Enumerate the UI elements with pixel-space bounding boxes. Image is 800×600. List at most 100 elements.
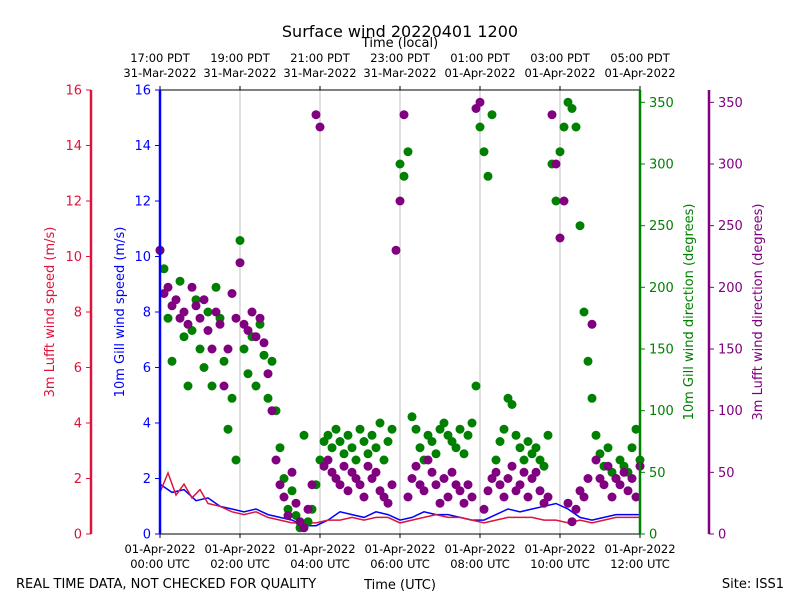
10m-gill-wind-direction-point: [531, 443, 541, 453]
gill-speed-tick-label: 6: [143, 361, 151, 376]
10m-gill-wind-direction-point: [163, 313, 173, 323]
3m-lufft-wind-direction-point: [179, 307, 189, 317]
x-tick-label-utc: 01-Apr-2022: [444, 542, 515, 556]
10m-gill-wind-direction-point: [359, 437, 369, 446]
10m-gill-wind-direction-point: [275, 443, 285, 453]
3m-lufft-wind-direction-point: [299, 523, 309, 533]
10m-gill-wind-direction-point: [235, 236, 245, 245]
lufft-dir-tick-label: 0: [718, 528, 726, 543]
3m-lufft-wind-direction-point: [219, 381, 229, 391]
3m-lufft-wind-direction-point: [251, 332, 261, 342]
3m-lufft-wind-direction-point: [559, 196, 569, 206]
10m-gill-wind-direction-point: [407, 412, 417, 422]
x-tick-label-utc: 01-Apr-2022: [124, 542, 195, 556]
10m-gill-wind-direction-point: [475, 122, 485, 132]
gill-speed-tick-label: 16: [134, 84, 151, 99]
10m-gill-wind-direction-point: [591, 430, 601, 440]
3m-lufft-wind-direction-point: [223, 344, 233, 354]
10m-gill-wind-direction-point: [511, 430, 521, 440]
3m-lufft-wind-direction-point: [255, 313, 265, 323]
lufft-dir-tick-label: 50: [718, 466, 735, 481]
10m-gill-wind-direction-point: [483, 171, 493, 181]
3m-lufft-wind-direction-point: [391, 245, 401, 255]
10m-gill-wind-direction-point: [579, 307, 589, 317]
3m-lufft-wind-direction-point: [443, 492, 453, 502]
3m-lufft-wind-direction-point: [363, 461, 373, 471]
lufft-dir-tick-label: 350: [718, 96, 743, 111]
3m-lufft-wind-direction-point: [263, 369, 273, 379]
3m-lufft-wind-direction-point: [427, 467, 437, 477]
gill-dir-tick-label: 50: [649, 466, 666, 481]
10m-gill-wind-direction-point: [539, 461, 549, 471]
chart-title: Surface wind 20220401 1200: [282, 22, 518, 41]
x-tick-label-local: 05:00 PDT: [610, 51, 671, 65]
3m-lufft-wind-direction-point: [447, 467, 457, 477]
10m-gill-wind-direction-point: [219, 356, 229, 366]
gill-speed-tick-label: 14: [134, 139, 151, 154]
10m-gill-wind-direction-point: [427, 437, 437, 446]
10m-gill-wind-direction-point: [399, 171, 409, 181]
3m-lufft-wind-direction-point: [171, 295, 181, 305]
3m-lufft-wind-direction-point: [479, 504, 489, 514]
3m-lufft-wind-direction-point: [387, 480, 397, 490]
lufft-speed-tick-label: 16: [65, 84, 82, 99]
3m-lufft-wind-direction-point: [191, 301, 201, 311]
3m-lufft-wind-direction-point: [163, 282, 173, 292]
3m-lufft-wind-direction-point: [583, 474, 593, 483]
10m-gill-wind-direction-point: [239, 344, 249, 354]
10m-gill-wind-direction-point: [339, 449, 349, 459]
10m-gill-wind-direction-point: [551, 196, 561, 206]
footer-right: Site: ISS1: [722, 577, 784, 592]
gill-speed-tick-label: 0: [143, 528, 151, 543]
10m-gill-wind-direction-point: [415, 443, 425, 453]
3m-lufft-wind-direction-point: [439, 474, 449, 483]
3m-lufft-wind-direction-point: [495, 480, 505, 490]
10m-gill-wind-direction-point: [575, 221, 585, 231]
gill-speed-tick-label: 4: [143, 417, 151, 432]
3m-lufft-wind-direction-point: [411, 461, 421, 471]
gill-dir-tick-label: 150: [649, 343, 674, 358]
3m-lufft-wind-direction-point: [371, 467, 381, 477]
10m-gill-wind-direction-point: [507, 400, 517, 409]
3m-lufft-wind-direction-point: [303, 504, 313, 514]
gill-speed-tick-label: 10: [134, 250, 151, 265]
x-tick-label-utc: 02:00 UTC: [210, 557, 270, 571]
3m-lufft-wind-direction-point: [615, 480, 625, 490]
3m-lufft-wind-direction-point: [551, 159, 561, 169]
3m-lufft-wind-direction-point: [483, 486, 493, 496]
3m-lufft-wind-direction-point: [231, 313, 241, 323]
10m-gill-wind-direction-point: [263, 393, 273, 403]
x-tick-label-local: 17:00 PDT: [130, 51, 191, 65]
10m-gill-wind-direction-point: [455, 424, 465, 434]
lufft-speed-tick-label: 4: [74, 417, 82, 432]
3m-lufft-wind-direction-point: [567, 517, 577, 527]
3m-lufft-wind-direction-point: [187, 282, 197, 292]
3m-lufft-wind-direction-point: [383, 498, 393, 508]
x-tick-label-utc: 10:00 UTC: [530, 557, 590, 571]
lufft-dir-tick-label: 250: [718, 219, 743, 234]
10m-gill-wind-direction-point: [283, 504, 293, 514]
x-tick-label-utc: 01-Apr-2022: [604, 542, 675, 556]
3m-lufft-wind-direction-point: [543, 492, 553, 502]
10m-gill-wind-direction-point: [251, 381, 261, 391]
10m-gill-wind-direction-point: [207, 381, 217, 391]
gill-dir-tick-label: 200: [649, 281, 674, 296]
3m-lufft-wind-direction-point: [555, 233, 565, 243]
x-tick-label-utc: 00:00 UTC: [130, 557, 190, 571]
gill-speed-tick-label: 12: [134, 195, 151, 210]
3m-lufft-wind-direction-point: [491, 467, 501, 477]
10m-gill-wind-direction-point: [195, 344, 205, 354]
10m-gill-wind-direction-point: [175, 276, 185, 286]
10m-gill-wind-direction-point: [519, 455, 529, 465]
3m-lufft-wind-direction-point: [207, 344, 217, 354]
x-tick-label-local: 31-Mar-2022: [203, 66, 276, 80]
10m-gill-wind-direction-point: [403, 147, 413, 157]
3m-lufft-wind-direction-point: [475, 97, 485, 107]
10m-gill-wind-speed-line: [159, 483, 640, 527]
x-tick-label-utc: 01-Apr-2022: [284, 542, 355, 556]
lufft-dir-tick-label: 300: [718, 158, 743, 173]
10m-gill-wind-direction-point: [347, 443, 357, 453]
10m-gill-wind-direction-point: [351, 455, 361, 465]
3m-lufft-wind-direction-point: [403, 492, 413, 502]
x-tick-label-utc: 04:00 UTC: [290, 557, 350, 571]
